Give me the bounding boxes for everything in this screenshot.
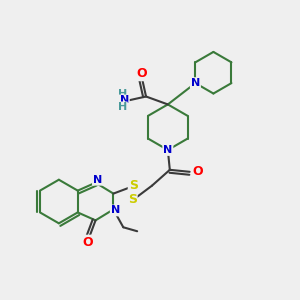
Text: O: O [137,67,147,80]
Text: N: N [111,206,120,215]
Text: S: S [129,179,138,192]
Text: H: H [118,102,127,112]
Text: H: H [118,88,127,98]
Text: N: N [163,145,172,155]
Text: O: O [82,236,93,249]
Text: N: N [93,175,102,185]
Text: S: S [128,193,137,206]
Text: O: O [192,165,203,178]
Text: N: N [120,95,129,106]
Text: N: N [191,78,200,88]
